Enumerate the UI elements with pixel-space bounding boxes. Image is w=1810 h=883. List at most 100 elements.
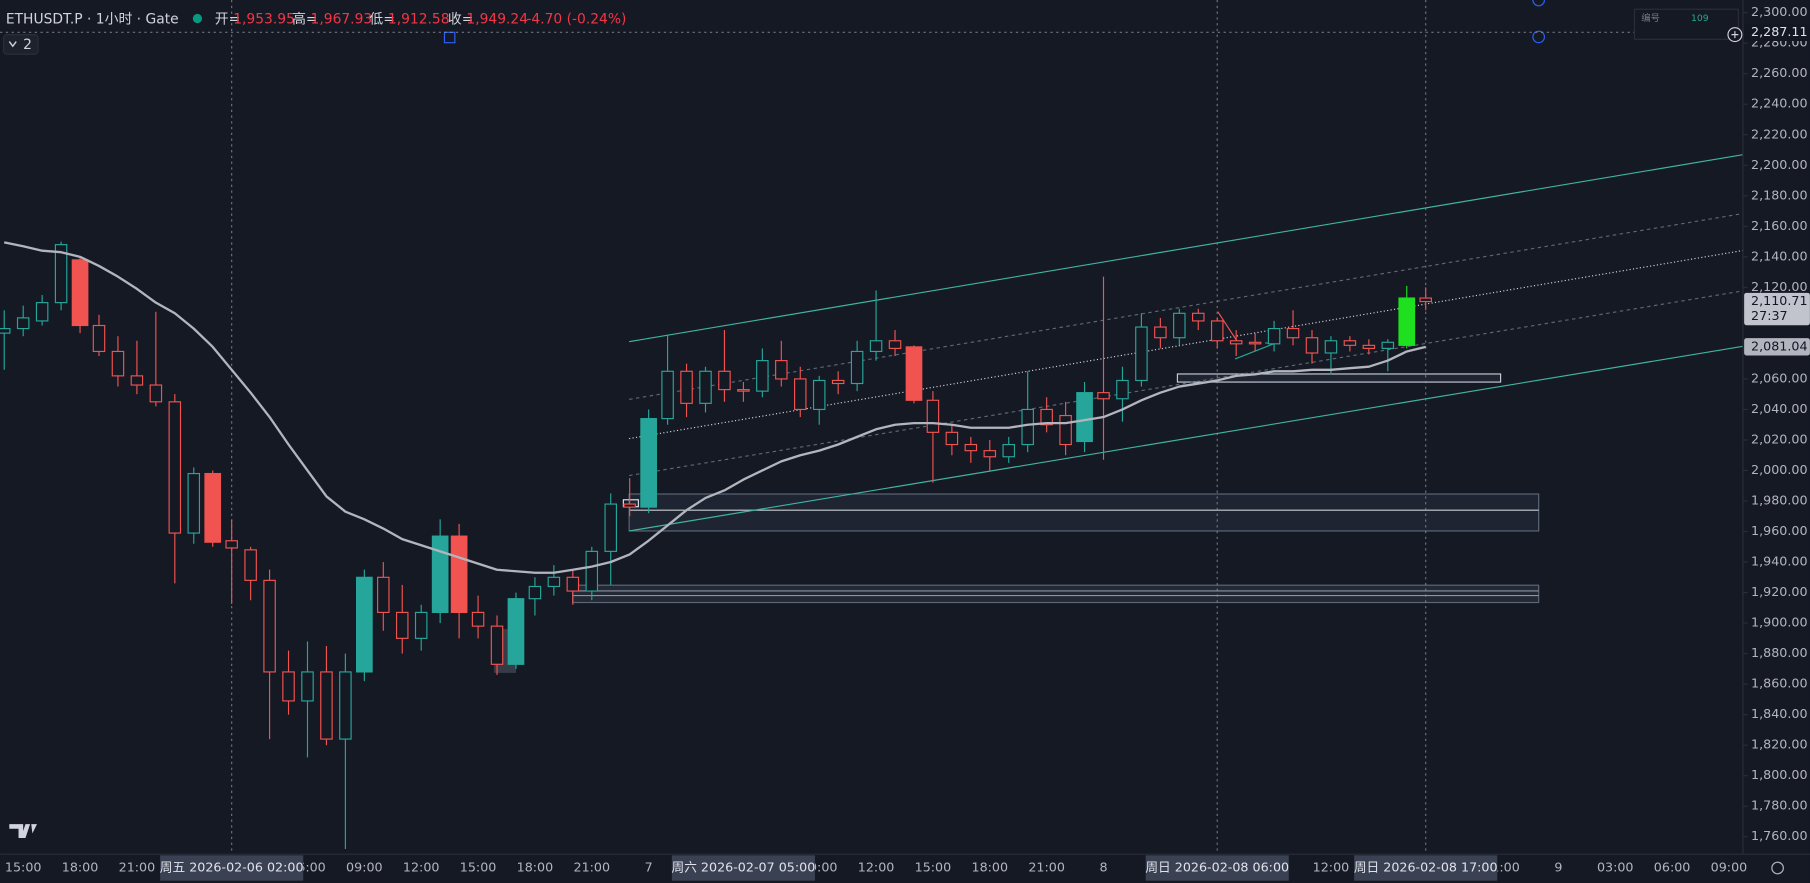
zone xyxy=(1176,373,1502,383)
candle-body xyxy=(187,472,201,534)
time-marker-box xyxy=(1354,855,1498,881)
candle-body xyxy=(395,611,409,639)
x-tick-label: 21:00 xyxy=(573,859,610,874)
candle-body xyxy=(225,540,238,549)
price-tag xyxy=(1744,338,1810,356)
candle-body xyxy=(244,549,257,581)
indicator-toggle[interactable] xyxy=(2,34,39,55)
candle-body xyxy=(431,535,449,613)
price-tag-label: 2,287.11 xyxy=(1751,24,1808,39)
price-tag-label: 2,081.04 xyxy=(1751,338,1808,353)
x-tick-label: 12:00 xyxy=(1313,859,1350,874)
y-tick-label: 2,180.00 xyxy=(1751,187,1808,202)
x-tick-label: 18:00 xyxy=(62,859,99,874)
candle-body xyxy=(794,378,807,411)
candle-body xyxy=(507,598,525,665)
candle-body xyxy=(111,350,125,377)
candle-body xyxy=(414,611,428,639)
x-tick-label: 21:00 xyxy=(119,859,156,874)
x-tick-label: 15:00 xyxy=(915,859,952,874)
x-tick-label: 15:00 xyxy=(5,859,42,874)
channel-inner xyxy=(629,212,1744,400)
x-tick-label: 7 xyxy=(645,859,653,874)
y-tick-label: 1,780.00 xyxy=(1751,798,1808,813)
price-tag xyxy=(1744,292,1810,326)
candle-body xyxy=(585,550,599,592)
candle-body xyxy=(812,379,826,411)
candle-body xyxy=(1059,414,1072,446)
info-value: 109 xyxy=(1691,13,1709,24)
candle-body xyxy=(926,399,940,433)
x-tick-label: 09:00 xyxy=(1711,859,1748,874)
candle-body xyxy=(905,346,923,401)
x-tick-label: 09:00 xyxy=(346,859,383,874)
candle-body xyxy=(604,503,617,552)
candle-body xyxy=(320,671,333,740)
candle-body xyxy=(1398,297,1416,346)
x-tick-label: 15:00 xyxy=(460,859,497,874)
candle-body xyxy=(1248,341,1262,345)
candle-body xyxy=(168,401,182,534)
candle-body xyxy=(1097,392,1110,400)
candle-body xyxy=(1076,392,1093,443)
zone xyxy=(628,493,1540,532)
candle-body xyxy=(1381,341,1395,349)
y-tick-label: 1,840.00 xyxy=(1751,706,1808,721)
x-tick-label: 18:00 xyxy=(972,859,1009,874)
x-tick-label: 06:00 xyxy=(1654,859,1691,874)
candle-body xyxy=(1192,312,1205,322)
candle-body xyxy=(964,443,978,452)
channel-lower xyxy=(629,345,1744,532)
candle-body xyxy=(699,370,712,404)
candle-body xyxy=(1116,379,1129,400)
candle-body xyxy=(263,579,276,673)
candle-body xyxy=(355,576,373,673)
y-tick-label: 2,240.00 xyxy=(1751,96,1808,111)
y-tick-label: 2,220.00 xyxy=(1751,126,1808,141)
candle-body xyxy=(204,472,222,543)
handle[interactable] xyxy=(1532,0,1546,7)
candle-body xyxy=(945,431,959,446)
candle-body xyxy=(775,360,788,380)
candle-body xyxy=(450,535,468,613)
candle-body xyxy=(130,375,144,386)
channel-mid xyxy=(629,249,1744,440)
x-tick-label: 12:00 xyxy=(403,859,440,874)
handle[interactable] xyxy=(1532,30,1546,44)
candle-body xyxy=(339,671,352,740)
ohlc-value: 1,967.93 xyxy=(311,12,373,28)
arrow xyxy=(1217,311,1238,342)
y-tick-label: 1,820.00 xyxy=(1751,737,1808,752)
y-tick-label: 2,060.00 xyxy=(1751,370,1808,385)
y-tick-label: 2,160.00 xyxy=(1751,218,1808,233)
logo xyxy=(9,824,38,838)
y-tick-label: 2,020.00 xyxy=(1751,431,1808,446)
moving-average xyxy=(3,241,1426,574)
x-tick-label: 9 xyxy=(1554,859,1562,874)
price-tag xyxy=(1744,23,1810,41)
plus xyxy=(1731,31,1739,39)
time-marker-label: 周日 2026-02-08 17:00 xyxy=(1354,859,1498,874)
handle[interactable] xyxy=(443,31,456,44)
change: -4.70 (-0.24%) xyxy=(526,12,626,28)
candle-body xyxy=(850,350,864,385)
y-tick-label: 2,000.00 xyxy=(1751,462,1808,477)
candle-body xyxy=(737,389,750,392)
time-marker-label: 周五 2026-02-06 02:00 xyxy=(160,859,304,874)
candle-body xyxy=(528,585,542,600)
time-marker-label: 周六 2026-02-07 05:00 xyxy=(672,859,816,874)
y-tick-label: 1,960.00 xyxy=(1751,523,1808,538)
candle-body xyxy=(1135,326,1148,382)
y-tick-label: 1,760.00 xyxy=(1751,828,1808,843)
candle-body xyxy=(1002,443,1016,458)
ohlc-value: 1,953.95 xyxy=(233,12,295,28)
y-tick-label: 1,880.00 xyxy=(1751,645,1808,660)
settings[interactable] xyxy=(1771,861,1784,875)
candle-body xyxy=(888,340,902,349)
y-tick-label: 2,120.00 xyxy=(1751,279,1808,294)
candle-body xyxy=(490,625,504,665)
candle-body xyxy=(756,360,769,392)
